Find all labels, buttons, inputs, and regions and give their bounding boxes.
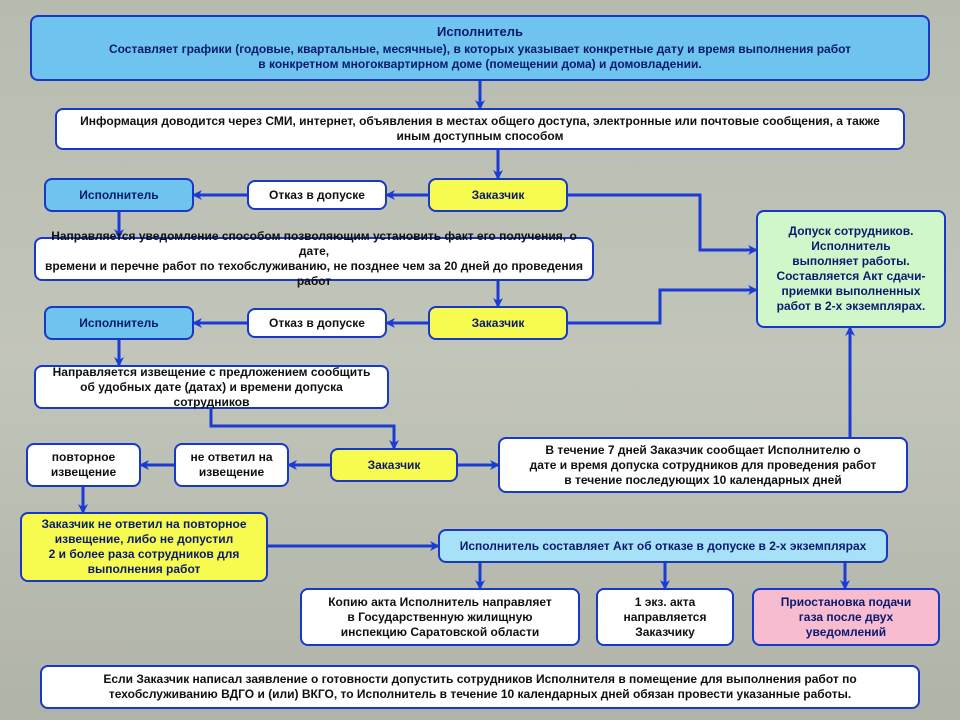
node-body: не ответил на извещение [190,450,272,480]
flow-node-n13: Заказчик [330,448,458,482]
node-body: Если Заказчик написал заявление о готовн… [103,672,856,702]
flow-node-n19: Приостановка подачи газа после двух увед… [752,588,940,646]
flow-node-n15: Заказчик не ответил на повторное извещен… [20,512,268,582]
flow-node-n14: В течение 7 дней Заказчик сообщает Испол… [498,437,908,493]
node-body: Допуск сотрудников. Исполнитель выполняе… [776,224,925,314]
flow-node-n12: не ответил на извещение [174,443,289,487]
node-body: Заказчик [472,188,525,203]
node-body: В течение 7 дней Заказчик сообщает Испол… [530,443,877,488]
flow-node-n20: Если Заказчик написал заявление о готовн… [40,665,920,709]
flow-node-n4: Отказ в допуске [247,180,387,210]
node-body: Приостановка подачи газа после двух увед… [781,595,911,640]
flow-node-n18: 1 экз. акта направляется Заказчику [596,588,734,646]
edge-n9-ng [568,290,756,323]
node-body: Отказ в допуске [269,316,365,331]
node-body: Отказ в допуске [269,188,365,203]
node-body: повторное извещение [51,450,116,480]
edge-n5-ng [568,195,756,250]
flow-node-n8: Отказ в допуске [247,308,387,338]
node-body: Копию акта Исполнитель направляет в Госу… [328,595,552,640]
flow-node-n9: Заказчик [428,306,568,340]
flow-node-n3: Исполнитель [44,178,194,212]
flow-node-n11: повторное извещение [26,443,141,487]
flow-node-n2: Информация доводится через СМИ, интернет… [55,108,905,150]
flow-node-n10: Направляется извещение с предложением со… [34,365,389,409]
node-body: Заказчик не ответил на повторное извещен… [41,517,246,577]
node-body: Исполнитель [79,316,158,331]
node-body: Направляется уведомление способом позвол… [44,229,584,289]
node-body: Исполнитель [79,188,158,203]
flow-node-n6: Направляется уведомление способом позвол… [34,237,594,281]
node-body: Информация доводится через СМИ, интернет… [80,114,880,144]
flow-node-n17: Копию акта Исполнитель направляет в Госу… [300,588,580,646]
flow-node-n5: Заказчик [428,178,568,212]
node-body: Заказчик [368,458,421,473]
flow-node-ng: Допуск сотрудников. Исполнитель выполняе… [756,210,946,328]
node-body: 1 экз. акта направляется Заказчику [624,595,707,640]
flow-node-n1: Исполнитель Составляет графики (годовые, … [30,15,930,81]
node-body: Исполнитель составляет Акт об отказе в д… [460,539,867,554]
node-body: Составляет графики (годовые, квартальные… [109,42,851,72]
node-title: Исполнитель [109,24,851,40]
node-body: Заказчик [472,316,525,331]
node-body: Направляется извещение с предложением со… [44,365,379,410]
flow-node-n16: Исполнитель составляет Акт об отказе в д… [438,529,888,563]
flow-node-n7: Исполнитель [44,306,194,340]
